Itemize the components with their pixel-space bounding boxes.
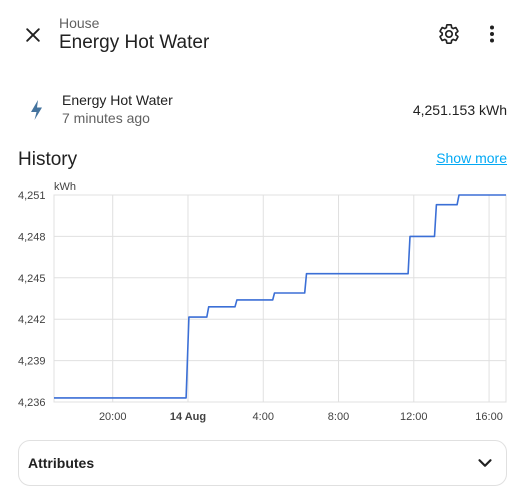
y-tick-label: 4,251 <box>18 190 46 202</box>
y-tick-label: 4,239 <box>18 356 46 368</box>
plot-area <box>53 194 507 403</box>
x-tick-label: 8:00 <box>328 411 349 423</box>
y-tick-label: 4,242 <box>18 314 46 326</box>
entity-row: Energy Hot Water 7 minutes ago 4,251.153… <box>0 86 522 136</box>
entity-name: Energy Hot Water <box>62 92 173 108</box>
entity-state: 4,251.153 kWh <box>412 102 507 118</box>
more-vertical-icon <box>490 25 494 43</box>
x-tick-label: 14 Aug <box>170 411 206 423</box>
x-tick-label: 12:00 <box>400 411 428 423</box>
y-axis-unit-label: kWh <box>54 181 76 193</box>
breadcrumb: House <box>59 15 100 31</box>
chevron-down-icon <box>478 459 492 467</box>
gear-icon <box>439 24 459 44</box>
x-tick-label: 16:00 <box>475 411 503 423</box>
lightning-icon <box>31 100 42 120</box>
close-icon <box>26 28 40 42</box>
attributes-expander[interactable]: Attributes <box>18 440 507 486</box>
y-tick-label: 4,245 <box>18 273 46 285</box>
entity-last-changed: 7 minutes ago <box>62 110 150 126</box>
settings-button[interactable] <box>435 20 463 48</box>
close-button[interactable] <box>18 20 48 50</box>
history-chart[interactable]: 4,236 4,239 4,242 4,245 4,248 4,251 20:00 14 Au… <box>0 178 522 430</box>
attributes-label: Attributes <box>28 455 95 471</box>
dialog-title: Energy Hot Water <box>59 32 210 53</box>
series-line <box>54 194 506 399</box>
dialog-header: House Energy Hot Water <box>0 0 522 70</box>
history-heading: History <box>18 149 78 170</box>
y-tick-label: 4,236 <box>18 397 46 409</box>
x-tick-label: 20:00 <box>99 411 127 423</box>
more-menu-button[interactable] <box>480 20 504 48</box>
show-more-link[interactable]: Show more <box>436 150 507 166</box>
y-tick-label: 4,248 <box>18 231 46 243</box>
x-tick-label: 4:00 <box>253 411 274 423</box>
